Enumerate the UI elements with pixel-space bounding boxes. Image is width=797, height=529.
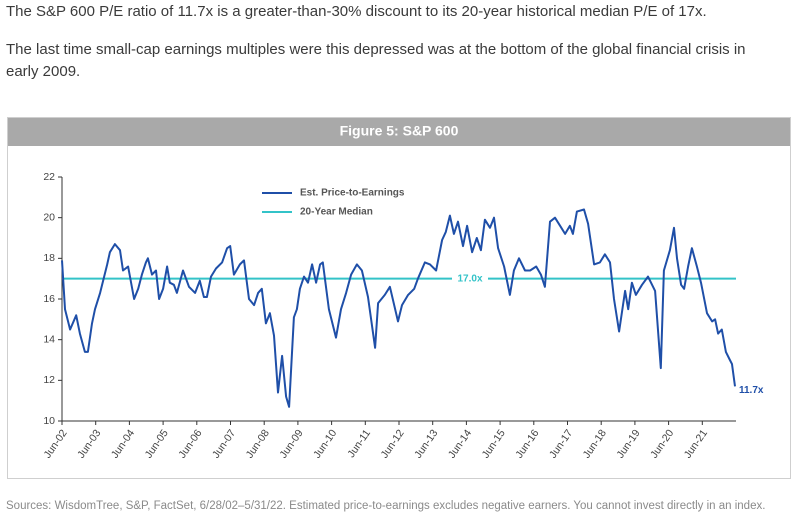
intro-line: The S&P 600 P/E ratio of 11.7x is a grea…	[6, 3, 707, 20]
intro-line: The last time small-cap earnings multipl…	[6, 41, 746, 80]
median-label: 17.0x	[457, 273, 482, 284]
y-tick-label: 14	[43, 333, 55, 345]
title-bar	[8, 118, 790, 146]
chart-frame	[7, 117, 791, 479]
median-label-bg	[452, 271, 488, 286]
y-tick-label: 20	[43, 211, 55, 223]
source-note: Sources: WisdomTree, S&P, FactSet, 6/28/…	[6, 500, 765, 512]
legend-label: 20-Year Median	[300, 207, 373, 218]
y-tick-label: 22	[43, 171, 55, 183]
y-tick-label: 18	[43, 252, 55, 264]
y-tick-label: 12	[43, 374, 55, 386]
pe-line	[61, 208, 736, 408]
legend-label: Est. Price-to-Earnings	[300, 188, 405, 199]
y-tick-label: 16	[43, 293, 55, 305]
y-tick-label: 10	[43, 415, 55, 427]
chart-title: Figure 5: S&P 600	[340, 123, 459, 139]
end-label: 11.7x	[739, 385, 764, 396]
